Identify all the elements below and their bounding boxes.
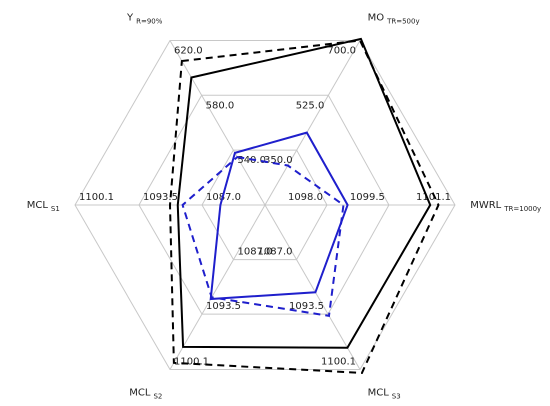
tick-label: 1093.5 [143,192,178,203]
tick-label: 1101.1 [416,192,451,203]
axis-subscript: S3 [392,393,401,401]
tick-label: 1087.0 [237,247,272,258]
tick-label: 580.0 [206,100,235,111]
axis-subscript: S1 [51,205,60,213]
spoke [264,40,361,206]
series-line [209,131,349,301]
tick-label: 1093.5 [289,301,324,312]
series-line [181,155,345,317]
spoke [264,204,361,370]
series-line [168,39,440,374]
axis-label: MWRL TR=1000y [470,200,541,213]
tick-label: 620.0 [174,45,203,56]
axis-subscript: S2 [153,393,162,401]
axis-name: MWRL [470,200,501,211]
axis-label: Y R=90% [126,12,163,25]
axis-label: MCL S3 [368,388,401,401]
tick-label: 350.0 [264,155,293,166]
axis-name: MCL [129,388,151,399]
grid-ring [74,39,456,371]
tick-label: 1087.0 [258,247,293,258]
tick-label: 1100.1 [79,192,114,203]
axis-subscript: R=90% [136,17,163,25]
grid-ring [138,94,390,315]
tick-label: 525.0 [296,100,325,111]
tick-label: 540.0 [237,155,266,166]
grid-ring [201,149,328,261]
tick-label: 1099.5 [350,192,385,203]
spoke [169,40,266,206]
axis-label: MO TR=500y [368,12,420,25]
axis-name: MO [368,12,385,23]
axis-name: MCL [368,388,390,399]
tick-label: 1100.1 [174,357,209,368]
tick-label: 1100.1 [321,357,356,368]
axis-label: MCL S1 [27,200,60,213]
axis-name: Y [126,12,134,23]
axis-subscript: TR=500y [386,17,420,25]
spoke [169,204,266,370]
series-line [176,37,432,349]
tick-label: 700.0 [327,45,356,56]
axis-name: MCL [27,200,49,211]
tick-label: 1093.5 [206,301,241,312]
axis-label: MCL S2 [129,388,162,401]
tick-label: 1098.0 [288,192,323,203]
axis-subscript: TR=1000y [503,205,541,213]
